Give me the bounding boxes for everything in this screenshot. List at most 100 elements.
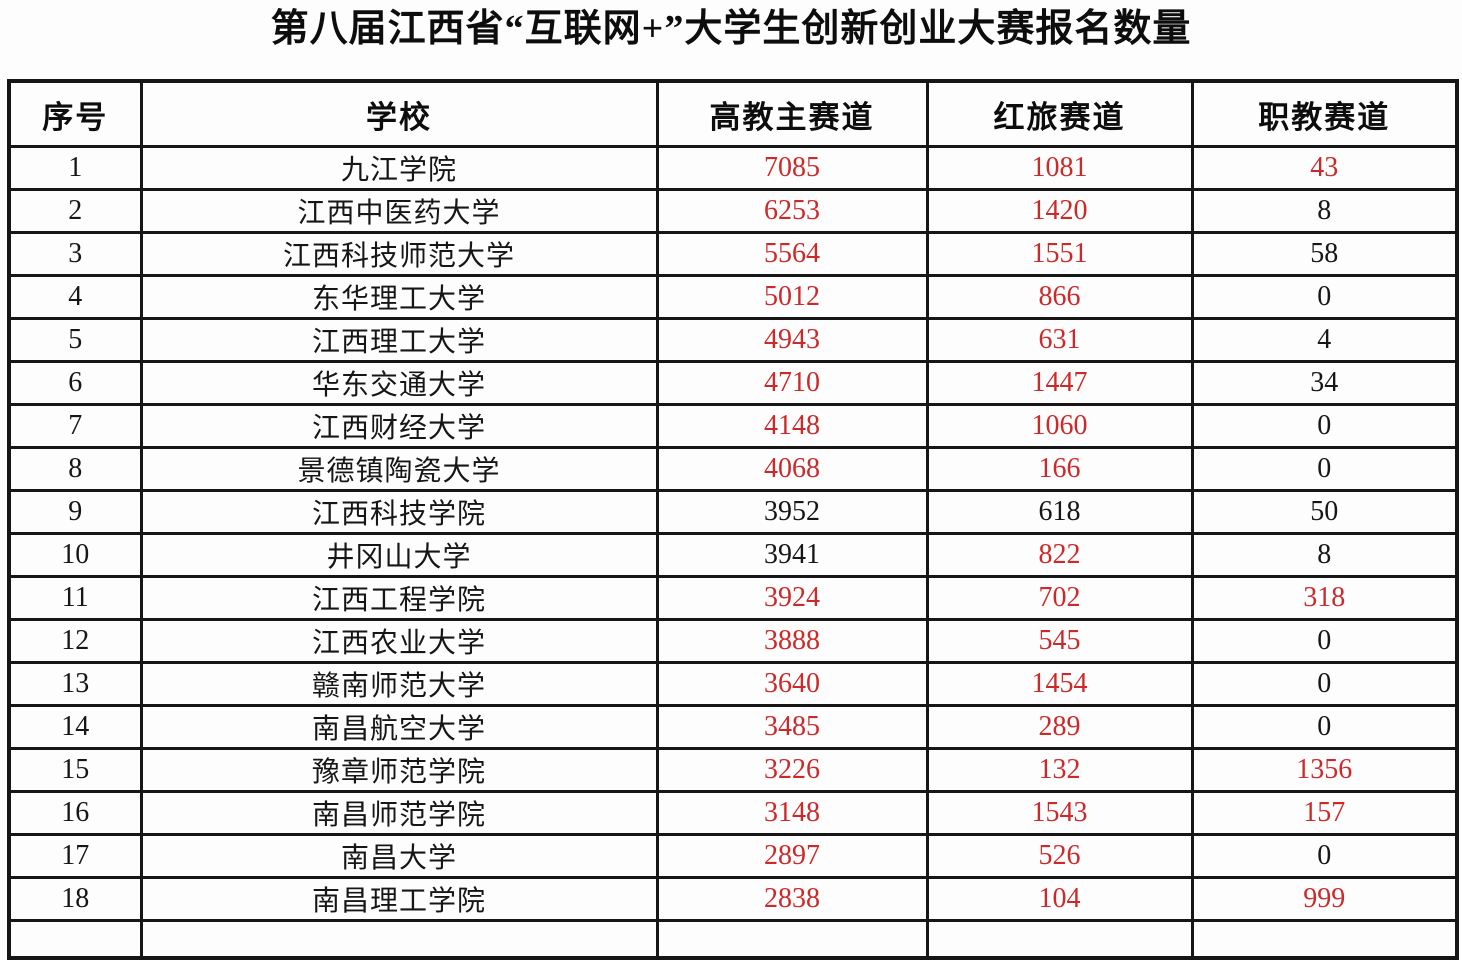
table-row: 11 江西工程学院 3924 702 318 (7, 575, 1459, 621)
school-name: 江西中医药大学 (139, 188, 659, 234)
count-cell: 3941 (655, 532, 929, 578)
row-number: 7 (7, 403, 143, 449)
table-row: 3 江西科技师范大学 5564 1551 58 (7, 231, 1459, 277)
count-cell: 8 (1190, 532, 1459, 578)
count-cell: 702 (925, 575, 1194, 621)
count-cell: 1060 (925, 403, 1194, 449)
row-number: 6 (7, 360, 143, 406)
row-number: 16 (7, 790, 143, 836)
table-row: 13 赣南师范大学 3640 1454 0 (7, 661, 1459, 707)
row-number (7, 919, 143, 960)
count-cell: 526 (925, 833, 1194, 879)
col-header-main-track: 高教主赛道 (655, 79, 929, 148)
count-cell: 1081 (925, 145, 1194, 191)
count-cell: 6253 (655, 188, 929, 234)
row-number: 14 (7, 704, 143, 750)
count-cell: 3640 (655, 661, 929, 707)
row-number: 3 (7, 231, 143, 277)
count-cell: 7085 (655, 145, 929, 191)
school-name: 江西科技学院 (139, 489, 659, 535)
row-number: 8 (7, 446, 143, 492)
partial-row-body (7, 919, 1459, 960)
table-row: 5 江西理工大学 4943 631 4 (7, 317, 1459, 363)
table-row: 18 南昌理工学院 2838 104 999 (7, 876, 1459, 922)
count-cell: 1356 (1190, 747, 1459, 793)
table-row: 15 豫章师范学院 3226 132 1356 (7, 747, 1459, 793)
count-cell: 4 (1190, 317, 1459, 363)
table-row: 8 景德镇陶瓷大学 4068 166 0 (7, 446, 1459, 492)
row-number: 15 (7, 747, 143, 793)
table-row: 4 东华理工大学 5012 866 0 (7, 274, 1459, 320)
count-cell: 3924 (655, 575, 929, 621)
table-body: 1 九江学院 7085 1081 43 2 江西中医药大学 6253 1420 … (7, 145, 1459, 922)
col-header-index: 序号 (7, 79, 143, 148)
row-number: 13 (7, 661, 143, 707)
count-cell: 5564 (655, 231, 929, 277)
count-cell: 4710 (655, 360, 929, 406)
school-name: 豫章师范学院 (139, 747, 659, 793)
count-cell: 1420 (925, 188, 1194, 234)
count-cell: 289 (925, 704, 1194, 750)
count-cell: 1447 (925, 360, 1194, 406)
count-cell: 0 (1190, 274, 1459, 320)
count-cell: 0 (1190, 403, 1459, 449)
school-name: 东华理工大学 (139, 274, 659, 320)
table-row: 7 江西财经大学 4148 1060 0 (7, 403, 1459, 449)
count-cell: 34 (1190, 360, 1459, 406)
count-cell: 1551 (925, 231, 1194, 277)
table-row: 9 江西科技学院 3952 618 50 (7, 489, 1459, 535)
count-cell: 3485 (655, 704, 929, 750)
row-number: 9 (7, 489, 143, 535)
count-cell: 3888 (655, 618, 929, 664)
row-number: 12 (7, 618, 143, 664)
school-name: 江西工程学院 (139, 575, 659, 621)
table-row: 10 井冈山大学 3941 822 8 (7, 532, 1459, 578)
count-cell (655, 919, 929, 960)
row-number: 17 (7, 833, 143, 879)
count-cell: 3226 (655, 747, 929, 793)
col-header-school: 学校 (139, 79, 659, 148)
count-cell: 0 (1190, 446, 1459, 492)
row-number: 4 (7, 274, 143, 320)
school-name: 井冈山大学 (139, 532, 659, 578)
table-row: 16 南昌师范学院 3148 1543 157 (7, 790, 1459, 836)
count-cell: 0 (1190, 661, 1459, 707)
count-cell: 618 (925, 489, 1194, 535)
count-cell: 2897 (655, 833, 929, 879)
school-name: 九江学院 (139, 145, 659, 191)
count-cell: 866 (925, 274, 1194, 320)
count-cell (925, 919, 1194, 960)
row-number: 2 (7, 188, 143, 234)
count-cell: 999 (1190, 876, 1459, 922)
count-cell: 3148 (655, 790, 929, 836)
school-name: 江西理工大学 (139, 317, 659, 363)
count-cell: 8 (1190, 188, 1459, 234)
school-name: 南昌理工学院 (139, 876, 659, 922)
count-cell (1190, 919, 1459, 960)
school-name: 南昌航空大学 (139, 704, 659, 750)
row-number: 5 (7, 317, 143, 363)
school-name (139, 919, 659, 960)
partial-row (7, 919, 1459, 960)
count-cell: 58 (1190, 231, 1459, 277)
count-cell: 631 (925, 317, 1194, 363)
school-name: 赣南师范大学 (139, 661, 659, 707)
table-row: 14 南昌航空大学 3485 289 0 (7, 704, 1459, 750)
school-name: 江西财经大学 (139, 403, 659, 449)
table-row: 1 九江学院 7085 1081 43 (7, 145, 1459, 191)
table-row: 6 华东交通大学 4710 1447 34 (7, 360, 1459, 406)
count-cell: 132 (925, 747, 1194, 793)
count-cell: 0 (1190, 833, 1459, 879)
count-cell: 50 (1190, 489, 1459, 535)
count-cell: 4148 (655, 403, 929, 449)
table-row: 17 南昌大学 2897 526 0 (7, 833, 1459, 879)
school-name: 南昌大学 (139, 833, 659, 879)
count-cell: 104 (925, 876, 1194, 922)
count-cell: 2838 (655, 876, 929, 922)
count-cell: 5012 (655, 274, 929, 320)
count-cell: 43 (1190, 145, 1459, 191)
registration-table: 序号 学校 高教主赛道 红旅赛道 职教赛道 1 九江学院 7085 1081 4… (7, 79, 1459, 960)
count-cell: 545 (925, 618, 1194, 664)
col-header-voc-track: 职教赛道 (1190, 79, 1459, 148)
count-cell: 4068 (655, 446, 929, 492)
